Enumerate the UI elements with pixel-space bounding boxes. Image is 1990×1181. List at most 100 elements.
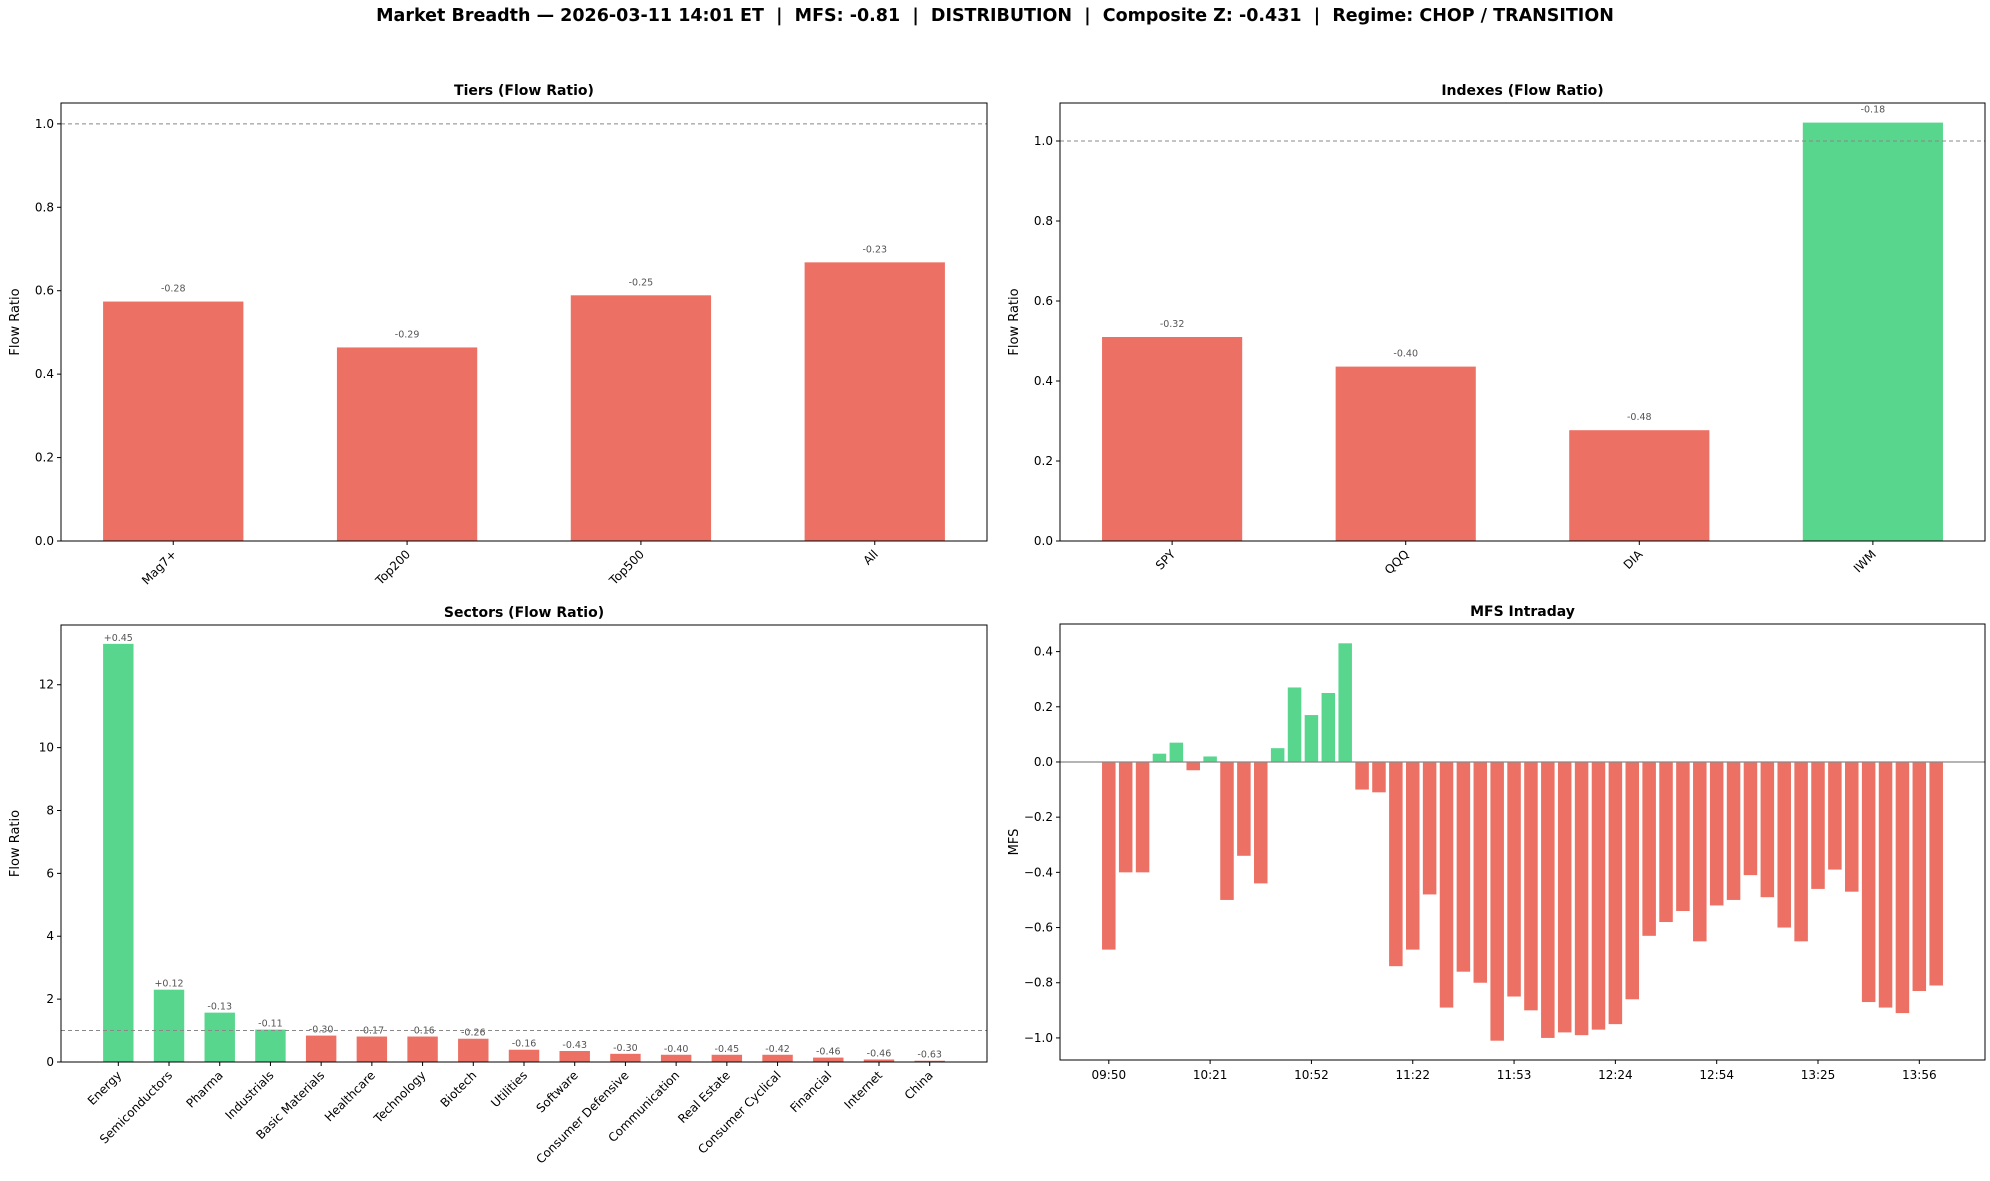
- chart-tiers: Tiers (Flow Ratio) Flow Ratio -0.28 -0.29 -0…: [8, 83, 988, 588]
- chart-sectors: Sectors (Flow Ratio) Flow Ratio +0.45 +0.12…: [8, 605, 988, 1166]
- chart-mfs: MFS Intraday MFS −1.0 −0.8 −0.6 −0.4 −0.2 0.0 0.…: [1007, 604, 1986, 1082]
- y-tick-label: 12: [39, 678, 54, 692]
- y-tick-label: 0.2: [1034, 454, 1053, 468]
- bar: [1591, 761, 1606, 1030]
- x-tick-label: 10:52: [1294, 1068, 1329, 1082]
- bar: [103, 301, 244, 541]
- bar: [1608, 761, 1623, 1025]
- y-tick-label: 2: [46, 992, 54, 1006]
- bar-value-label: -0.30: [613, 1043, 638, 1054]
- x-tick-label: Consumer Defensive: [533, 1068, 631, 1166]
- bar: [1861, 761, 1876, 1003]
- bar: [1794, 761, 1808, 942]
- x-tick-label: QQQ: [1382, 547, 1412, 577]
- x-tick-label: Mag7+: [139, 547, 179, 587]
- y-tick-label: 0.8: [35, 200, 54, 214]
- bar: [1726, 761, 1741, 900]
- y-tick-label: 10: [39, 741, 54, 755]
- bar-value-label: -0.28: [161, 284, 186, 295]
- bar-value-label: -0.46: [816, 1047, 841, 1058]
- bar: [813, 1057, 844, 1062]
- bar: [1709, 761, 1724, 906]
- bar-value-label: -0.63: [917, 1050, 942, 1061]
- y-tick-label: 0.6: [35, 284, 54, 298]
- bar: [1304, 715, 1319, 762]
- x-tick-label: Utilities: [488, 1068, 530, 1110]
- bar: [1169, 742, 1184, 762]
- bar: [1186, 761, 1200, 771]
- bar: [1845, 761, 1859, 892]
- bar-value-label: +0.12: [154, 979, 183, 990]
- bar: [570, 295, 712, 541]
- bar: [914, 1060, 945, 1062]
- x-tick-label: Internet: [842, 1068, 886, 1112]
- y-tick-label: 0.4: [1034, 645, 1053, 659]
- bar: [1625, 761, 1640, 1000]
- y-tick-label: −1.0: [1024, 1031, 1053, 1045]
- bar: [1574, 761, 1589, 1036]
- bar: [1743, 761, 1758, 876]
- bar: [1811, 761, 1825, 889]
- bar-value-label: -0.46: [867, 1048, 892, 1059]
- x-tick-label: 11:53: [1497, 1068, 1532, 1082]
- bar: [1676, 761, 1690, 911]
- chart-title: Sectors (Flow Ratio): [444, 605, 604, 621]
- x-tick-label: SPY: [1153, 547, 1179, 573]
- y-tick-label: 0.2: [35, 451, 54, 465]
- y-tick-label: 0.0: [1034, 755, 1053, 769]
- bar: [1828, 761, 1842, 870]
- bar: [1152, 753, 1167, 762]
- x-tick-label: Financial: [787, 1068, 834, 1115]
- x-tick-label: Healthcare: [322, 1068, 378, 1124]
- bar: [458, 1038, 489, 1062]
- bar-value-label: +0.45: [104, 633, 133, 644]
- y-tick-label: −0.4: [1024, 865, 1053, 879]
- bar: [255, 1029, 286, 1062]
- bar: [762, 1054, 793, 1062]
- y-tick-label: 8: [46, 803, 54, 817]
- y-tick-label: 0.0: [1034, 534, 1053, 548]
- bar: [559, 1050, 590, 1062]
- bar: [1389, 761, 1403, 967]
- x-tick-label: All: [860, 547, 880, 567]
- axes-frame: [60, 624, 988, 1063]
- axes-frame: [60, 102, 988, 542]
- bar: [356, 1036, 388, 1062]
- x-tick-label: 09:50: [1092, 1068, 1127, 1082]
- bar: [1659, 761, 1673, 923]
- x-tick-label: 13:56: [1902, 1068, 1937, 1082]
- bar: [1287, 687, 1302, 762]
- bar: [1405, 761, 1420, 950]
- chart-title: MFS Intraday: [1470, 604, 1575, 620]
- chart-title: Indexes (Flow Ratio): [1441, 83, 1603, 99]
- y-tick-label: 0.4: [35, 367, 54, 381]
- bar-value-label: -0.40: [664, 1044, 689, 1055]
- bar: [508, 1049, 540, 1062]
- bar: [1929, 761, 1943, 986]
- y-tick-label: 0.2: [1034, 700, 1053, 714]
- y-tick-label: 0.4: [1034, 374, 1053, 388]
- y-tick-label: 0.6: [1034, 294, 1053, 308]
- bar: [1456, 761, 1471, 972]
- bar-value-label: -0.40: [1393, 349, 1418, 360]
- bar-value-label: -0.23: [862, 244, 887, 255]
- bar-value-label: -0.25: [629, 277, 654, 288]
- bar: [1473, 761, 1488, 983]
- y-tick-label: 0.0: [35, 534, 54, 548]
- y-axis-label: Flow Ratio: [8, 810, 23, 877]
- x-tick-label: Software: [534, 1068, 581, 1115]
- bar: [1777, 761, 1791, 928]
- bar: [1372, 761, 1386, 793]
- bar: [1254, 761, 1268, 884]
- bar-value-label: -0.16: [512, 1039, 537, 1050]
- y-tick-label: 0: [46, 1055, 54, 1069]
- x-tick-label: DIA: [1621, 547, 1646, 572]
- bar-value-label: -0.42: [765, 1044, 790, 1055]
- bar: [1118, 761, 1133, 873]
- bar: [1507, 761, 1521, 997]
- bar: [1220, 761, 1234, 900]
- bar: [1557, 761, 1572, 1033]
- bar: [103, 643, 134, 1062]
- x-tick-label: Industrials: [222, 1068, 276, 1122]
